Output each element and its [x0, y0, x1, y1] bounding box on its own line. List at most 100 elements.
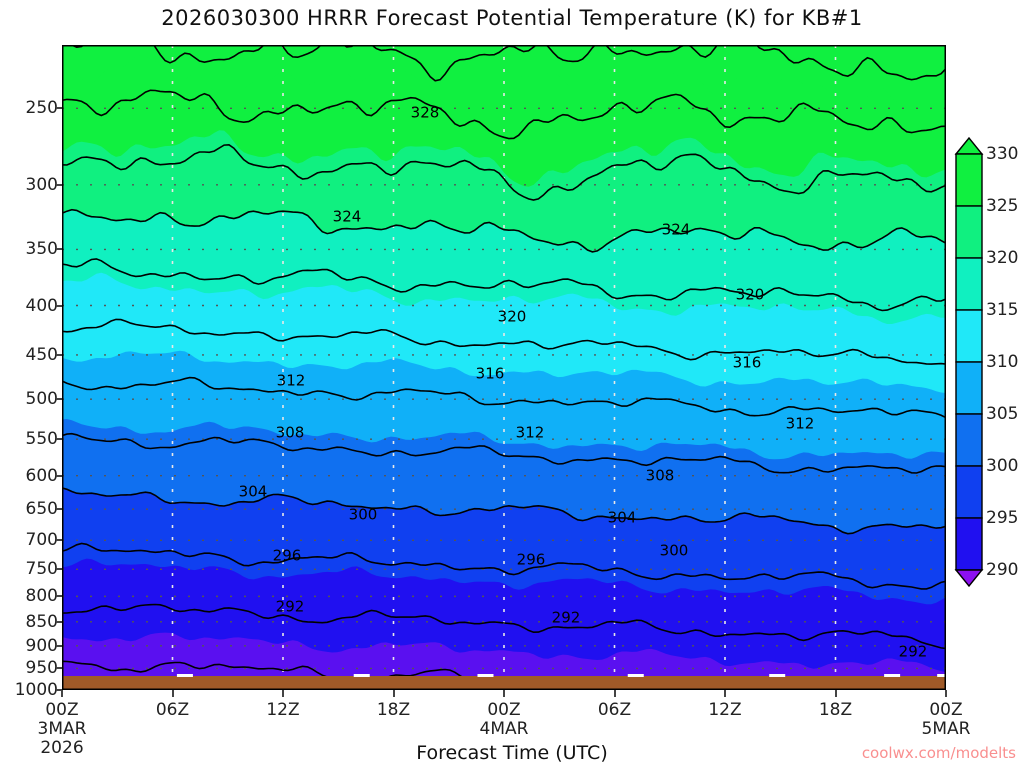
y-axis-tick-label: 350 — [25, 239, 58, 260]
colorbar-tick-label: 290 — [986, 560, 1019, 580]
colorbar-tick-label: 325 — [986, 196, 1019, 216]
colorbar-segment — [955, 361, 983, 415]
surface-marker — [353, 674, 370, 677]
colorbar-tick-label: 295 — [986, 508, 1019, 528]
y-axis-tick — [56, 248, 62, 251]
y-axis-tick — [56, 667, 62, 670]
x-axis-tick-label: 12Z — [266, 700, 300, 720]
contour-label: 292 — [552, 609, 581, 627]
contour-label: 320 — [736, 286, 765, 304]
x-axis-tick — [945, 690, 947, 697]
y-axis-tick — [56, 183, 62, 186]
y-axis-tick — [56, 474, 62, 477]
contour-label: 312 — [277, 372, 306, 390]
contour-label: 312 — [786, 415, 815, 433]
y-axis-tick-label: 300 — [25, 174, 58, 195]
contour-plot: 328 324 324 320 320 316 316 312 312 312 308 308 304 3… — [62, 45, 946, 690]
y-axis-tick-label: 250 — [25, 98, 58, 119]
contour-label: 324 — [333, 208, 362, 226]
x-axis-tick-label: 00Z — [929, 700, 963, 720]
y-axis-tick-label: 700 — [25, 530, 58, 551]
surface-marker — [176, 674, 193, 677]
colorbar-segment — [955, 413, 983, 467]
x-axis-tick — [834, 690, 837, 697]
y-axis-tick — [56, 620, 62, 623]
contour-line — [62, 318, 946, 365]
colorbar-segment — [955, 465, 983, 519]
y-axis-tick — [56, 438, 62, 441]
y-axis-tick-label: 750 — [25, 559, 58, 580]
colorbar-segment — [955, 205, 983, 259]
colorbar-tick-label: 305 — [986, 404, 1019, 424]
y-axis-tick-label: 900 — [25, 635, 58, 656]
x-axis-title: Forecast Time (UTC) — [416, 742, 608, 764]
colorbar-extend-max — [954, 136, 984, 155]
page-title: 2026030300 HRRR Forecast Potential Tempe… — [161, 6, 863, 30]
surface-marker — [769, 674, 786, 677]
y-axis-tick-label: 650 — [25, 499, 58, 520]
surface-marker — [937, 674, 946, 677]
colorbar-tick-label: 320 — [986, 248, 1019, 268]
contour-label: 320 — [498, 308, 527, 326]
contour-label: 316 — [476, 365, 505, 383]
y-axis-tick-label: 500 — [25, 389, 58, 410]
contour-label: 304 — [239, 483, 268, 501]
fill-band — [62, 45, 946, 106]
colorbar-tick-label: 300 — [986, 456, 1019, 476]
contour-line — [69, 45, 946, 82]
contour-label: 300 — [349, 506, 378, 524]
colorbar-segment — [955, 153, 983, 207]
contour-label: 312 — [516, 424, 545, 442]
contour-line — [62, 603, 946, 650]
x-axis-tick — [613, 690, 616, 697]
surface-marker — [477, 674, 494, 677]
contour-label: 292 — [899, 643, 928, 661]
contour-label: 296 — [273, 547, 302, 565]
x-axis-date-label: 5MAR — [921, 719, 971, 739]
x-axis-tick-label: 00Z — [487, 700, 521, 720]
contour-line — [62, 432, 946, 474]
contour-label: 316 — [733, 354, 762, 372]
y-axis-tick-label: 600 — [25, 465, 58, 486]
contour-line — [62, 208, 946, 253]
x-axis-tick — [171, 690, 174, 697]
contour-label: 308 — [646, 467, 675, 485]
contour-label: 304 — [608, 509, 637, 527]
x-axis-tick-label: 18Z — [818, 700, 853, 720]
x-axis-tick-label: 06Z — [155, 700, 190, 720]
y-axis-tick — [56, 353, 62, 356]
x-axis-tick — [503, 690, 505, 697]
plot-area: 328 324 324 320 320 316 316 312 312 312 308 308 304 3… — [62, 45, 946, 690]
y-axis-tick-label: 400 — [25, 295, 58, 316]
contour-label: 292 — [276, 598, 305, 616]
x-axis-tick-label: 00Z — [45, 700, 79, 720]
colorbar-tick-label: 315 — [986, 300, 1019, 320]
colorbar-segment — [955, 309, 983, 363]
x-axis-year-label: 2026 — [40, 738, 84, 758]
x-axis-tick — [282, 690, 284, 697]
credit-link[interactable]: coolwx.com/modelts — [861, 744, 1016, 762]
surface-marker — [627, 674, 644, 677]
y-axis-tick — [56, 539, 62, 542]
x-axis-tick-label: 12Z — [708, 700, 742, 720]
y-axis-tick-label: 850 — [25, 611, 58, 632]
y-axis-tick-label: 550 — [25, 429, 58, 450]
terrain-band — [62, 676, 946, 690]
contour-line — [62, 258, 946, 312]
x-axis-tick-label: 18Z — [376, 700, 411, 720]
contour-label: 308 — [276, 424, 305, 442]
colorbar-segment — [955, 257, 983, 311]
colorbar-segment — [955, 517, 983, 571]
surface-marker — [884, 674, 901, 677]
contour-line — [62, 542, 946, 590]
y-axis-tick-label: 950 — [25, 658, 58, 679]
x-axis-tick — [61, 690, 63, 697]
y-axis-tick — [56, 398, 62, 401]
colorbar: 290 295 300 305 310 315 320 325 330 — [952, 136, 1024, 588]
contour-line — [62, 89, 946, 140]
colorbar-tick-label: 310 — [986, 352, 1019, 372]
colorbar-swatches — [954, 136, 984, 588]
x-axis-tick-label: 06Z — [597, 700, 632, 720]
y-axis-tick-label: 800 — [25, 586, 58, 607]
